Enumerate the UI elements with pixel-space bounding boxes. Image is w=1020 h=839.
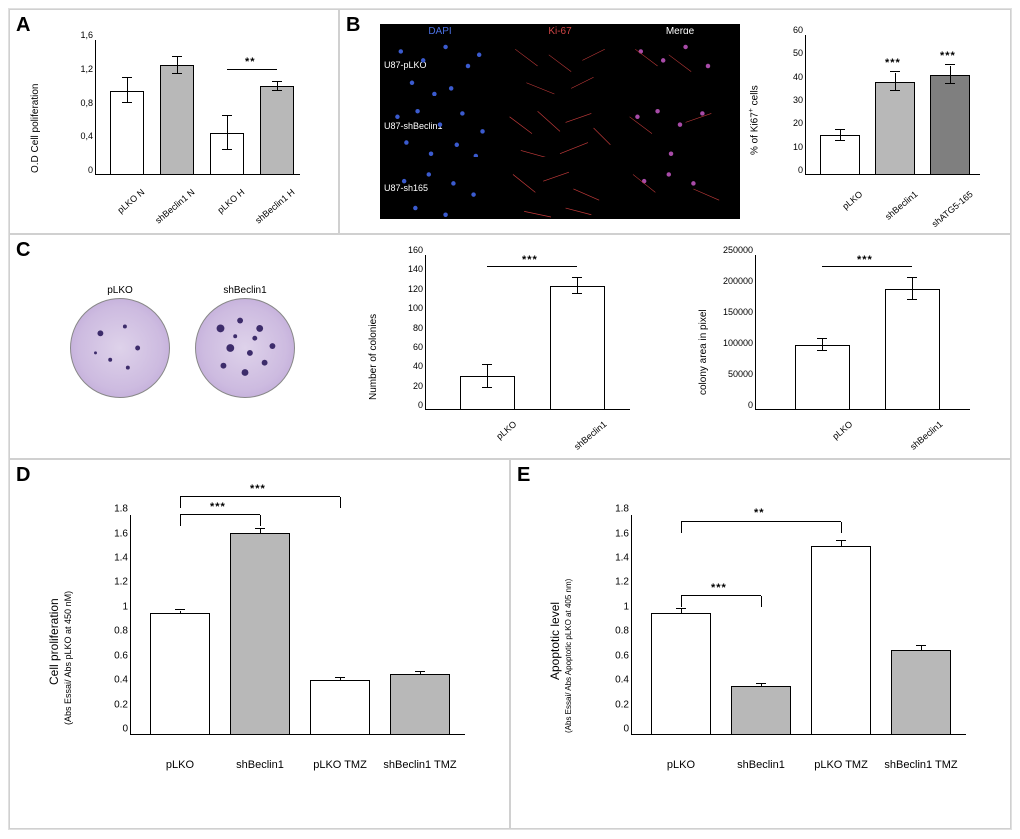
chart-b: % of Ki67+ cells 0 10 20 30 40 50 60 <box>770 35 990 175</box>
micro-r1c1 <box>500 96 620 158</box>
chart-a: O.D Cell poliferation 0 0,4 0,8 1,2 1,6 <box>60 40 310 175</box>
bar-a-3 <box>260 86 294 175</box>
micro-r1c2 <box>620 96 740 158</box>
bar-e-0 <box>651 613 711 735</box>
micro-r0c0: U87-pLKO <box>380 34 500 96</box>
panel-b-label: B <box>346 14 360 37</box>
bar-c2-1 <box>885 289 940 410</box>
bar-c1-1 <box>550 286 605 410</box>
plate-plko: pLKO <box>70 285 170 398</box>
plate-shbeclin: shBeclin1 <box>195 285 295 398</box>
bar-d-2 <box>310 680 370 735</box>
panel-a-label: A <box>16 14 30 37</box>
sig-a: ** <box>245 56 256 68</box>
micro-col1: Ki-67 <box>500 24 620 34</box>
panel-b: B DAPI Ki-67 Merge U87-pLKO <box>339 9 1011 234</box>
chart-a-ylabel: O.D Cell poliferation <box>30 84 41 173</box>
row-ab: A O.D Cell poliferation 0 0,4 0,8 1,2 1,… <box>9 9 1011 234</box>
bar-e-3 <box>891 650 951 735</box>
bar-d-0 <box>150 613 210 735</box>
figure: A O.D Cell poliferation 0 0,4 0,8 1,2 1,… <box>8 8 1012 830</box>
bar-b-0 <box>820 135 860 175</box>
micro-r2c2 <box>620 157 740 219</box>
chart-c2: colony area in pixel 0 50000 100000 1500… <box>720 255 980 410</box>
bar-b-2 <box>930 75 970 175</box>
panel-c: C pLKO shBeclin1 Number of co <box>9 234 1011 459</box>
sig-line-a <box>227 69 277 70</box>
row-c: C pLKO shBeclin1 Number of co <box>9 234 1011 459</box>
micro-col2: Merge <box>620 24 740 34</box>
chart-b-xlabels: pLKO shBeclin1 shATG5-165 <box>770 189 990 229</box>
micro-r2c0: U87-sh165 <box>380 157 500 219</box>
bar-b-1 <box>875 82 915 175</box>
bar-c2-0 <box>795 345 850 410</box>
colony-plates: pLKO shBeclin1 <box>70 285 295 398</box>
bar-e-2 <box>811 546 871 735</box>
bar-d-1 <box>230 533 290 735</box>
micro-r0c2 <box>620 34 740 96</box>
panel-a: A O.D Cell poliferation 0 0,4 0,8 1,2 1,… <box>9 9 339 234</box>
panel-d-label: D <box>16 464 30 487</box>
micro-r1c0: U87-shBeclin1 <box>380 96 500 158</box>
micro-r2c1 <box>500 157 620 219</box>
panel-c-label: C <box>16 239 30 262</box>
micro-col0: DAPI <box>380 24 500 34</box>
chart-e: Apoptotic level (Abs Essai/ Abs Apoptoti… <box>596 515 976 735</box>
chart-a-xlabels: pLKO N shBeclin1 N pLKO H shBeclin1 H <box>60 187 310 227</box>
chart-a-yaxis <box>95 40 96 175</box>
micro-r0c1 <box>500 34 620 96</box>
bar-a-1 <box>160 65 194 175</box>
row-de: D Cell proliferation (Abs Essai/ Abs pLK… <box>9 459 1011 829</box>
panel-e-label: E <box>517 464 530 487</box>
chart-c1: Number of colonies 0 20 40 60 80 100 120… <box>390 255 640 410</box>
panel-d: D Cell proliferation (Abs Essai/ Abs pLK… <box>9 459 510 829</box>
bar-e-1 <box>731 686 791 735</box>
chart-b-ylabel: % of Ki67+ cells <box>748 85 760 155</box>
bar-d-3 <box>390 674 450 735</box>
micro-grid: DAPI Ki-67 Merge U87-pLKO <box>380 24 740 219</box>
chart-d: Cell proliferation (Abs Essai/ Abs pLKO … <box>95 515 475 735</box>
panel-e: E Apoptotic level (Abs Essai/ Abs Apopto… <box>510 459 1011 829</box>
